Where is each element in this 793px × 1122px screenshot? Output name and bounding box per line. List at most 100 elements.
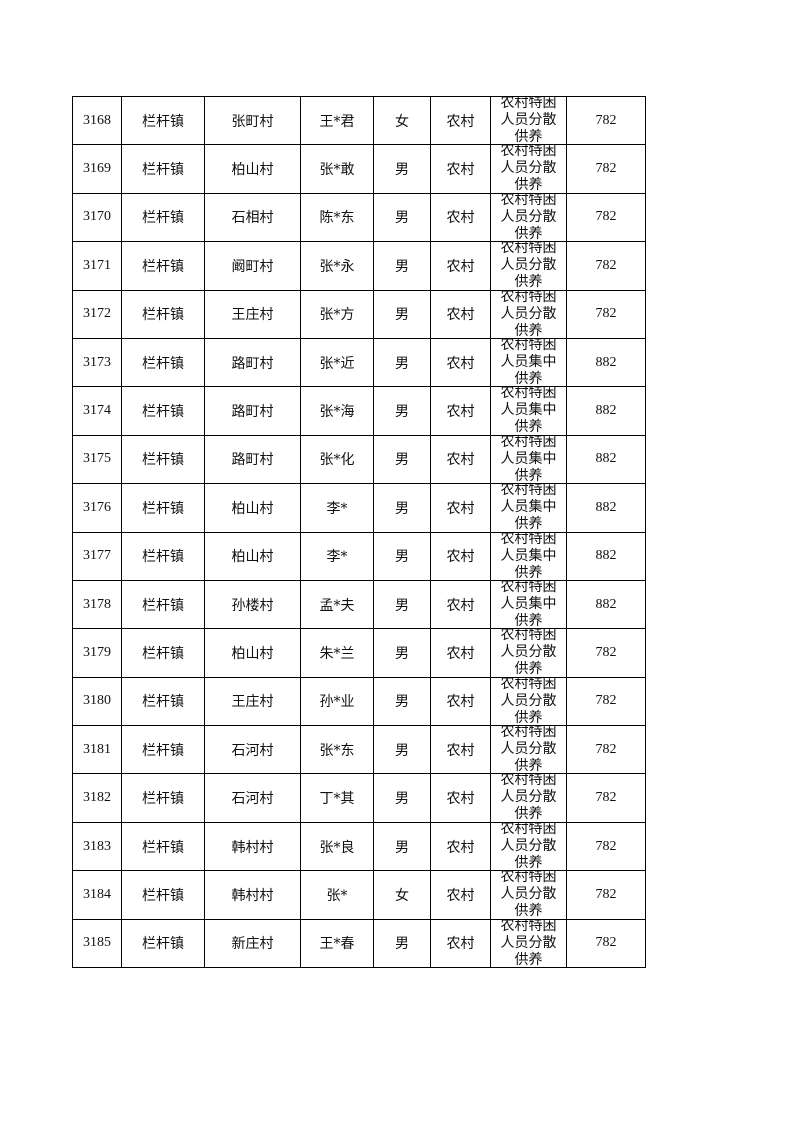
amount-cell: 882 — [566, 337, 646, 388]
name-cell: 张*东 — [300, 725, 374, 775]
village-cell: 阚町村 — [204, 241, 301, 291]
gender-cell: 女 — [373, 95, 431, 146]
gender-cell: 男 — [373, 386, 431, 436]
gender-cell: 男 — [373, 725, 431, 775]
gender-cell: 男 — [373, 918, 431, 969]
amount-cell: 782 — [566, 773, 646, 823]
category-text: 农村特困人员集中供养 — [500, 338, 557, 387]
category-text: 农村特困人员分散供养 — [500, 822, 557, 871]
gender-cell: 男 — [373, 821, 431, 872]
village-cell: 张町村 — [204, 95, 301, 146]
town-cell: 栏杆镇 — [121, 870, 205, 920]
gender-cell: 男 — [373, 579, 431, 630]
table-row: 3168 栏杆镇 张町村 王*君女农村 农村特困人员分散供养 782 — [72, 95, 646, 146]
category-text: 农村特困人员分散供养 — [500, 290, 557, 338]
village-cell: 新庄村 — [204, 918, 301, 969]
village-cell: 柏山村 — [204, 144, 301, 194]
name-cell: 李* — [300, 483, 374, 533]
village-cell: 王庄村 — [204, 676, 301, 727]
village-cell: 路町村 — [204, 386, 301, 436]
household-type-cell: 农村 — [430, 192, 491, 243]
category-cell: 农村特困人员集中供养 — [490, 579, 567, 630]
household-type-cell: 农村 — [430, 579, 491, 630]
town-cell: 栏杆镇 — [121, 434, 205, 485]
household-type-cell: 农村 — [430, 531, 491, 581]
category-wrap: 农村特困人员分散供养 — [492, 920, 566, 966]
category-wrap: 农村特困人员集中供养 — [492, 532, 566, 580]
category-text: 农村特困人员分散供养 — [500, 629, 557, 677]
amount-cell: 882 — [566, 531, 646, 581]
category-cell: 农村特困人员分散供养 — [490, 870, 567, 920]
table-row: 3176 栏杆镇 柏山村 李* 男农村 农村特困人员集中供养 882 — [72, 483, 646, 533]
amount-cell: 782 — [566, 870, 646, 920]
village-cell: 石河村 — [204, 773, 301, 823]
row-id-cell: 3171 — [72, 241, 122, 291]
category-wrap: 农村特困人员分散供养 — [492, 678, 566, 724]
category-cell: 农村特困人员集中供养 — [490, 337, 567, 388]
gender-cell: 男 — [373, 434, 431, 485]
category-text: 农村特困人员分散供养 — [500, 871, 557, 919]
category-wrap: 农村特困人员分散供养 — [492, 290, 566, 338]
gender-cell: 男 — [373, 676, 431, 727]
town-cell: 栏杆镇 — [121, 725, 205, 775]
table-row: 3179 栏杆镇 柏山村 朱*兰男农村 农村特困人员分散供养 782 — [72, 628, 646, 678]
category-wrap: 农村特困人员集中供养 — [492, 485, 566, 531]
row-id-cell: 3177 — [72, 531, 122, 581]
row-id-cell: 3173 — [72, 337, 122, 388]
amount-cell: 882 — [566, 579, 646, 630]
village-cell: 柏山村 — [204, 531, 301, 581]
gender-cell: 男 — [373, 773, 431, 823]
amount-cell: 882 — [566, 434, 646, 485]
row-id-cell: 3176 — [72, 483, 122, 533]
household-type-cell: 农村 — [430, 483, 491, 533]
table-row: 3178 栏杆镇 孙楼村 孟*夫男农村 农村特困人员集中供养 882 — [72, 579, 646, 630]
amount-cell: 782 — [566, 289, 646, 339]
row-id-cell: 3169 — [72, 144, 122, 194]
category-text: 农村特困人员分散供养 — [500, 726, 557, 774]
category-text: 农村特困人员分散供养 — [500, 774, 557, 822]
village-cell: 柏山村 — [204, 628, 301, 678]
amount-cell: 782 — [566, 918, 646, 969]
name-cell: 丁*其 — [300, 773, 374, 823]
gender-cell: 男 — [373, 531, 431, 581]
category-cell: 农村特困人员集中供养 — [490, 483, 567, 533]
table-row: 3173 栏杆镇 路町村 张*近男农村 农村特困人员集中供养 882 — [72, 337, 646, 388]
name-cell: 张*方 — [300, 289, 374, 339]
gender-cell: 男 — [373, 289, 431, 339]
name-cell: 王*君 — [300, 95, 374, 146]
village-cell: 石河村 — [204, 725, 301, 775]
amount-cell: 782 — [566, 628, 646, 678]
town-cell: 栏杆镇 — [121, 144, 205, 194]
amount-cell: 782 — [566, 676, 646, 727]
table-row: 3184 栏杆镇 韩村村 张* 女农村 农村特困人员分散供养 782 — [72, 870, 646, 920]
gender-cell: 男 — [373, 192, 431, 243]
category-cell: 农村特困人员集中供养 — [490, 386, 567, 436]
name-cell: 张*敢 — [300, 144, 374, 194]
category-wrap: 农村特困人员分散供养 — [492, 98, 566, 144]
household-type-cell: 农村 — [430, 628, 491, 678]
household-type-cell: 农村 — [430, 870, 491, 920]
town-cell: 栏杆镇 — [121, 241, 205, 291]
name-cell: 孙*业 — [300, 676, 374, 727]
household-type-cell: 农村 — [430, 725, 491, 775]
category-text: 农村特困人员集中供养 — [500, 532, 557, 580]
gender-cell: 男 — [373, 483, 431, 533]
household-type-cell: 农村 — [430, 434, 491, 485]
town-cell: 栏杆镇 — [121, 773, 205, 823]
table-row: 3174 栏杆镇 路町村 张*海男农村 农村特困人员集中供养 882 — [72, 386, 646, 436]
row-id-cell: 3184 — [72, 870, 122, 920]
category-wrap: 农村特困人员分散供养 — [492, 629, 566, 677]
household-type-cell: 农村 — [430, 918, 491, 969]
category-text: 农村特困人员分散供养 — [500, 242, 557, 290]
gender-cell: 男 — [373, 337, 431, 388]
name-cell: 张*化 — [300, 434, 374, 485]
row-id-cell: 3178 — [72, 579, 122, 630]
category-cell: 农村特困人员分散供养 — [490, 192, 567, 243]
household-type-cell: 农村 — [430, 144, 491, 194]
town-cell: 栏杆镇 — [121, 579, 205, 630]
category-cell: 农村特困人员分散供养 — [490, 918, 567, 969]
category-text: 农村特困人员集中供养 — [500, 435, 557, 484]
name-cell: 张*良 — [300, 821, 374, 872]
town-cell: 栏杆镇 — [121, 386, 205, 436]
household-type-cell: 农村 — [430, 241, 491, 291]
